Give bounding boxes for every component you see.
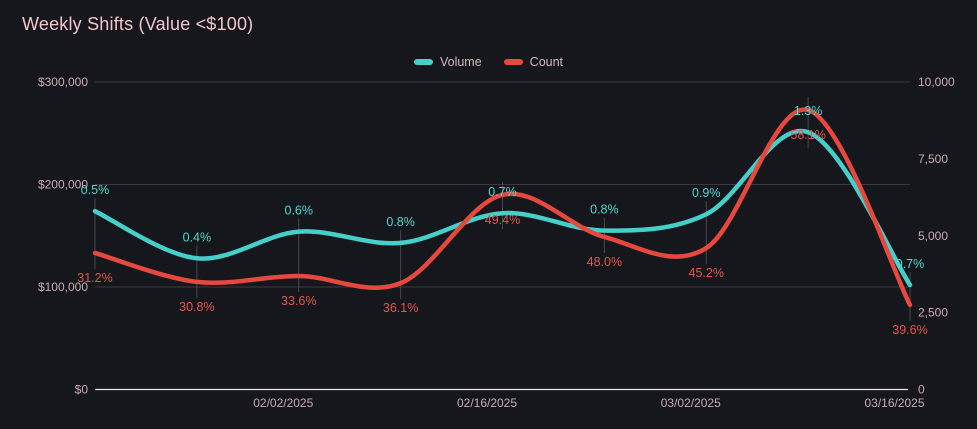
count-point-label: 30.8% — [179, 300, 214, 314]
legend: Volume Count — [0, 55, 977, 69]
volume-point-label: 0.5% — [81, 183, 110, 197]
count-point-label: 49.4% — [485, 213, 520, 227]
right-axis-tick-label: 0 — [918, 383, 925, 397]
count-point-label: 39.6% — [892, 323, 927, 337]
right-axis-tick-label: 2,500 — [918, 306, 948, 320]
volume-point-label: 0.8% — [386, 215, 415, 229]
count-point-label: 58.1% — [790, 128, 825, 142]
volume-point-label: 0.8% — [590, 203, 619, 217]
left-axis-tick-label: $200,000 — [38, 178, 88, 192]
volume-point-label: 0.7% — [896, 257, 925, 271]
count-point-label: 36.1% — [383, 301, 418, 315]
count-point-label: 33.6% — [281, 294, 316, 308]
volume-point-label: 0.7% — [488, 185, 517, 199]
chart-title: Weekly Shifts (Value <$100) — [22, 14, 254, 34]
right-axis-tick-label: 7,500 — [918, 152, 948, 166]
volume-point-label: 0.6% — [285, 204, 314, 218]
right-axis-tick-label: 10,000 — [918, 75, 955, 89]
x-axis-tick-label: 02/02/2025 — [253, 396, 313, 410]
legend-item-count[interactable]: Count — [503, 55, 564, 69]
right-axis-tick-label: 5,000 — [918, 229, 948, 243]
legend-label-count: Count — [529, 55, 564, 69]
left-axis-tick-label: $100,000 — [38, 280, 88, 294]
volume-series-swatch — [413, 59, 433, 65]
volume-point-label: 0.9% — [692, 186, 721, 200]
count-point-label: 45.2% — [689, 266, 724, 280]
left-axis-tick-label: $300,000 — [38, 75, 88, 89]
volume-point-label: 1.3% — [794, 104, 823, 118]
count-series-line — [92, 107, 913, 308]
legend-label-volume: Volume — [439, 55, 482, 69]
count-point-label: 31.2% — [77, 271, 112, 285]
count-series-swatch — [503, 59, 523, 65]
left-axis-tick-label: $0 — [75, 383, 89, 397]
volume-series-line — [92, 128, 913, 288]
x-axis-tick-label: 03/16/2025 — [864, 396, 924, 410]
count-point-label: 48.0% — [587, 255, 622, 269]
x-axis-tick-label: 03/02/2025 — [661, 396, 721, 410]
x-axis-tick-label: 02/16/2025 — [457, 396, 517, 410]
legend-item-volume[interactable]: Volume — [413, 55, 482, 69]
volume-point-label: 0.4% — [183, 230, 212, 244]
